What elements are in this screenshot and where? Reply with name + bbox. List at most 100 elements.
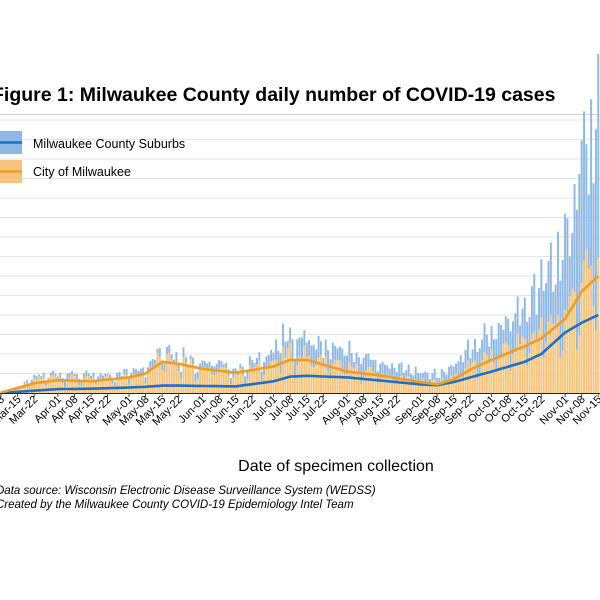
bar-city <box>476 378 479 393</box>
bar-city <box>146 373 149 393</box>
bar-suburbs <box>365 354 367 371</box>
bar-suburbs <box>474 339 476 360</box>
bar-city <box>556 314 559 393</box>
bar-suburbs <box>135 369 138 376</box>
bar-city <box>511 354 514 393</box>
bar-suburbs <box>317 336 320 358</box>
bar-city <box>412 385 415 393</box>
bar-suburbs <box>291 339 294 360</box>
bar-city <box>293 378 296 393</box>
bar-suburbs <box>218 359 221 369</box>
bar-suburbs <box>90 375 93 380</box>
bar-suburbs <box>116 372 119 380</box>
bar-city <box>99 378 102 393</box>
bar-suburbs <box>507 318 510 346</box>
bar-city <box>419 381 422 393</box>
bar-city <box>113 386 116 393</box>
bar-suburbs <box>327 350 330 371</box>
bar-suburbs <box>293 359 296 379</box>
bar-suburbs <box>552 291 555 325</box>
bar-city <box>33 378 36 393</box>
bar-city <box>208 368 211 393</box>
bar-city <box>286 348 289 393</box>
bar-suburbs <box>42 372 45 378</box>
bar-city <box>222 367 225 393</box>
bar-suburbs <box>35 375 38 380</box>
bar-suburbs <box>587 194 590 269</box>
bar-city <box>400 376 403 393</box>
bar-suburbs <box>298 337 301 357</box>
bar-city <box>587 268 590 393</box>
bar-city <box>116 379 119 393</box>
bar-city <box>552 324 555 393</box>
bar-city <box>225 368 228 393</box>
data-source-note: Data source: Wisconsin Electronic Diseas… <box>0 485 376 497</box>
bar-suburbs <box>109 374 111 379</box>
bar-city <box>571 288 574 393</box>
bar-city <box>92 377 95 393</box>
bar-suburbs <box>535 314 538 343</box>
bar-city <box>165 354 168 393</box>
bar-city <box>319 354 322 393</box>
bar-city <box>353 368 356 393</box>
chart-title: Figure 1: Milwaukee County daily number … <box>0 84 556 106</box>
bar-city <box>542 357 545 393</box>
bar-suburbs <box>407 364 410 377</box>
bar-suburbs <box>175 352 178 362</box>
bar-suburbs <box>163 363 166 372</box>
bar-suburbs <box>239 363 242 369</box>
bar-city <box>308 355 311 393</box>
legend-suburbs-label: Milwaukee County Suburbs <box>33 137 185 151</box>
bar-suburbs <box>564 213 567 310</box>
bar-city <box>424 381 427 393</box>
bar-city <box>248 365 251 393</box>
legend-city-label: City of Milwaukee <box>33 165 131 179</box>
bar-city <box>104 376 107 393</box>
bar-suburbs <box>391 363 394 376</box>
bar-suburbs <box>571 232 574 289</box>
bar-city <box>528 353 531 393</box>
bar-city <box>559 357 562 393</box>
bar-city <box>229 384 232 393</box>
bar-city <box>54 376 57 393</box>
bar-suburbs <box>286 341 289 349</box>
bar-city <box>346 373 348 393</box>
bar-city <box>357 374 360 393</box>
bar-suburbs <box>40 376 43 380</box>
bar-suburbs <box>386 365 389 375</box>
bar-city <box>255 364 258 393</box>
bar-suburbs <box>85 370 88 376</box>
bar-suburbs <box>99 373 102 379</box>
bar-suburbs <box>47 377 50 383</box>
bar-suburbs <box>469 358 472 368</box>
bar-city <box>246 379 249 393</box>
bar-suburbs <box>336 348 339 361</box>
bar-suburbs <box>528 317 531 354</box>
legend: Milwaukee County Suburbs City of Milwauk… <box>0 131 185 183</box>
bar-suburbs <box>578 174 581 336</box>
bar-city <box>327 370 330 393</box>
bar-city <box>260 380 263 393</box>
bar-suburbs <box>350 353 353 367</box>
bar-suburbs <box>106 373 109 376</box>
bar-suburbs <box>80 380 83 387</box>
bar-suburbs <box>540 259 543 318</box>
bar-city <box>170 359 173 393</box>
bar-suburbs <box>414 366 417 380</box>
bar-suburbs <box>104 373 107 377</box>
bar-city <box>433 380 436 393</box>
bar-suburbs <box>488 346 491 361</box>
bar-city <box>526 365 529 393</box>
bar-city <box>417 382 420 393</box>
bar-city <box>194 381 197 393</box>
bar-city <box>227 376 230 393</box>
bar-suburbs <box>312 344 315 368</box>
bar-suburbs <box>519 325 522 345</box>
bar-suburbs <box>426 372 429 384</box>
bar-suburbs <box>144 377 147 384</box>
bar-city <box>42 377 45 393</box>
bar-suburbs <box>173 359 175 364</box>
bar-suburbs <box>128 377 130 384</box>
bar-city <box>232 376 235 393</box>
bar-city <box>407 376 410 393</box>
